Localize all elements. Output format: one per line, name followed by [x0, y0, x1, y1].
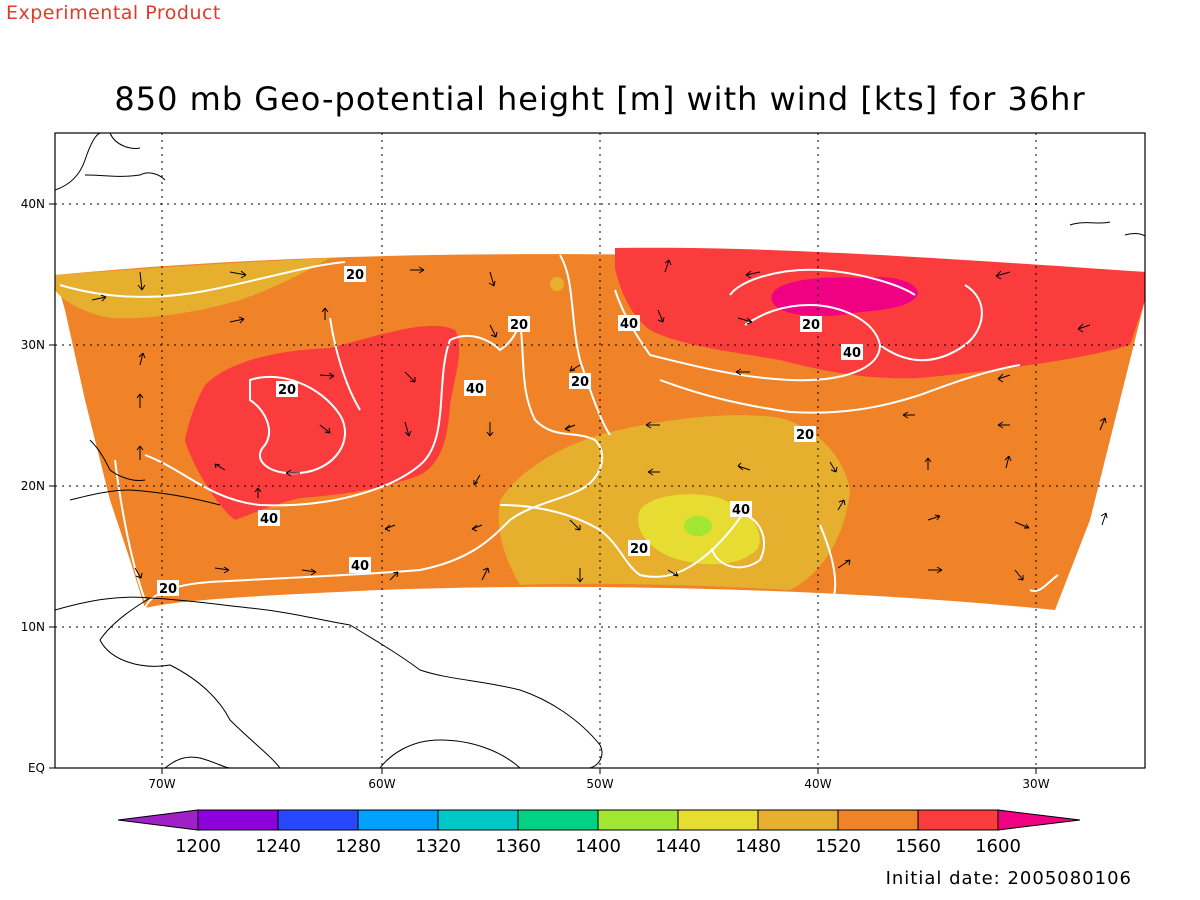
lat-tick-label: 10N	[21, 620, 45, 634]
colorbar-label: 1600	[975, 836, 1021, 857]
field-1400-core	[684, 516, 712, 536]
lon-tick-label: 60W	[368, 777, 395, 791]
field-1560-east	[615, 247, 1145, 379]
colorbar-label: 1440	[655, 836, 701, 857]
colorbar-label: 1280	[335, 836, 381, 857]
contour-label: 20	[571, 375, 589, 390]
colorbar-label: 1560	[895, 836, 941, 857]
colorbar-swatch	[277, 809, 359, 831]
contour-label: 20	[630, 542, 648, 557]
lat-tick-label: EQ	[28, 761, 45, 775]
initial-date: Initial date: 2005080106	[885, 868, 1132, 889]
lon-axis-labels: 70W 60W 50W 40W 30W	[148, 777, 1049, 791]
field-1600-core	[771, 277, 918, 317]
lat-tick-label: 40N	[21, 197, 45, 211]
lat-tick-label: 30N	[21, 338, 45, 352]
lat-axis-labels: EQ 10N 20N 30N 40N	[21, 197, 45, 775]
map-title: 850 mb Geo-potential height [m] with win…	[114, 80, 1086, 118]
colorbar-label: 1520	[815, 836, 861, 857]
colorbar-swatch	[437, 809, 519, 831]
contour-label: 20	[796, 428, 814, 443]
field-1560-west	[185, 325, 460, 520]
colorbar-label: 1240	[255, 836, 301, 857]
experimental-product-tag: Experimental Product	[6, 2, 221, 24]
contour-label: 20	[510, 318, 528, 333]
contour-label: 40	[732, 503, 750, 518]
colorbar-label: 1320	[415, 836, 461, 857]
contour-label: 20	[278, 383, 296, 398]
colorbar-high-arrow	[997, 809, 1081, 831]
contour-label: 40	[843, 346, 861, 361]
colorbar-label: 1360	[495, 836, 541, 857]
field-1480-spot	[550, 277, 564, 291]
wind-contours	[59, 254, 1059, 609]
colorbar-swatch	[197, 809, 279, 831]
lat-tick-label: 20N	[21, 479, 45, 493]
colorbar-low-arrow	[117, 809, 199, 831]
contour-label: 20	[802, 318, 820, 333]
contour-label: 40	[260, 512, 278, 527]
contour-label: 40	[466, 382, 484, 397]
axis-ticks	[49, 203, 1037, 774]
colorbar-swatch	[597, 809, 679, 831]
lon-tick-label: 50W	[586, 777, 613, 791]
lon-tick-label: 30W	[1022, 777, 1049, 791]
colorbar-swatch	[357, 809, 439, 831]
contour-label: 40	[620, 317, 638, 332]
colorbar-label: 1400	[575, 836, 621, 857]
colorbar-label: 1200	[175, 836, 221, 857]
lon-tick-label: 70W	[148, 777, 175, 791]
contour-label: 40	[351, 559, 369, 574]
wind-vectors	[91, 259, 1108, 583]
contour-label: 20	[346, 268, 364, 283]
colorbar-labels: 1200 1240 1280 1320 1360 1400 1440 1480 …	[175, 836, 1021, 857]
graticule	[55, 133, 1145, 768]
field-1480-west	[55, 258, 330, 319]
colorbar-swatch	[677, 809, 759, 831]
contour-label: 20	[159, 582, 177, 597]
colorbar-swatch	[757, 809, 839, 831]
colorbar-swatch	[837, 809, 919, 831]
colorbar	[117, 809, 1081, 831]
colorbar-label: 1480	[735, 836, 781, 857]
colorbar-swatch	[917, 809, 999, 831]
contour-labels: 20 20 20 20 20 20 20 20 40 40 40 40 40 4…	[157, 266, 863, 597]
colorbar-swatch	[517, 809, 599, 831]
lon-tick-label: 40W	[804, 777, 831, 791]
coastlines	[55, 133, 1145, 768]
